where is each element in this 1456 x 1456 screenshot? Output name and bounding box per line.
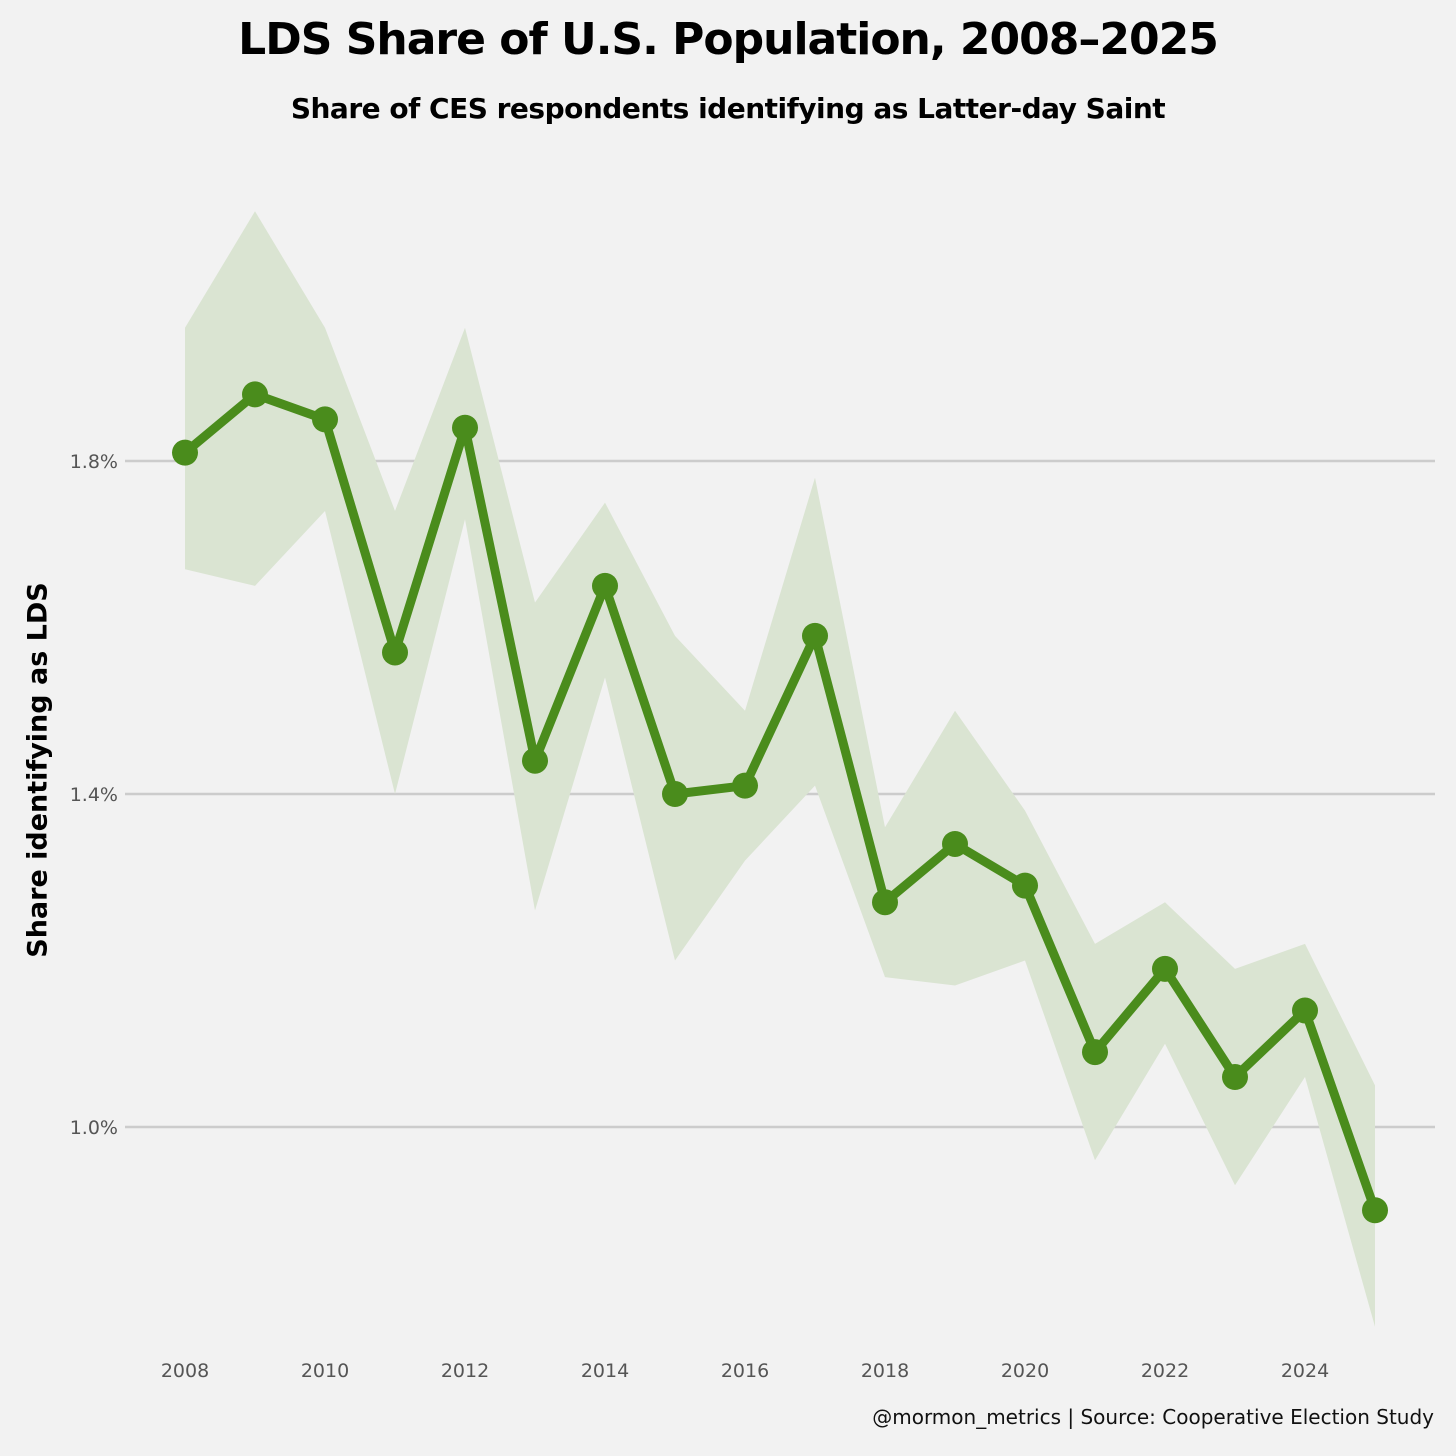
data-point [872, 889, 898, 916]
data-point [1222, 1064, 1248, 1091]
data-point [1362, 1197, 1388, 1224]
x-tick-label: 2022 [1141, 1360, 1189, 1382]
data-point [942, 830, 968, 857]
data-point [802, 622, 828, 649]
data-point [522, 747, 548, 774]
x-tick-label: 2008 [161, 1360, 209, 1382]
data-points [172, 381, 1388, 1224]
y-tick-label: 1.4% [70, 784, 118, 806]
series-line [182, 389, 1380, 1212]
data-point [1012, 872, 1038, 899]
data-point [1152, 955, 1178, 982]
x-tick-label: 2020 [1001, 1360, 1049, 1382]
data-point [452, 414, 478, 441]
x-tick-label: 2024 [1281, 1360, 1329, 1382]
chart-title: LDS Share of U.S. Population, 2008–2025 [238, 14, 1219, 65]
data-point [1082, 1039, 1108, 1066]
y-axis-ticks: 1.0% 1.4% 1.8% [70, 451, 118, 1139]
x-tick-label: 2012 [441, 1360, 489, 1382]
data-point [592, 572, 618, 599]
data-point [1292, 997, 1318, 1024]
x-axis-ticks: 2008 2010 2012 2014 2016 2018 2020 2022 2024 [161, 1360, 1329, 1382]
confidence-band-area [185, 211, 1375, 1327]
chart-subtitle: Share of CES respondents identifying as … [290, 92, 1166, 125]
data-point [242, 381, 268, 408]
data-point [312, 406, 338, 433]
chart-caption: @mormon_metrics | Source: Cooperative El… [872, 1405, 1434, 1429]
x-tick-label: 2014 [581, 1360, 629, 1382]
data-point [172, 439, 198, 466]
data-point [732, 772, 758, 799]
x-tick-label: 2016 [721, 1360, 769, 1382]
data-point [382, 639, 408, 666]
x-tick-label: 2010 [301, 1360, 349, 1382]
y-tick-label: 1.8% [70, 451, 118, 473]
x-tick-label: 2018 [861, 1360, 909, 1382]
data-point [662, 781, 688, 807]
series-line-path [182, 389, 1380, 1212]
y-tick-label: 1.0% [70, 1117, 118, 1139]
confidence-band [185, 211, 1375, 1327]
